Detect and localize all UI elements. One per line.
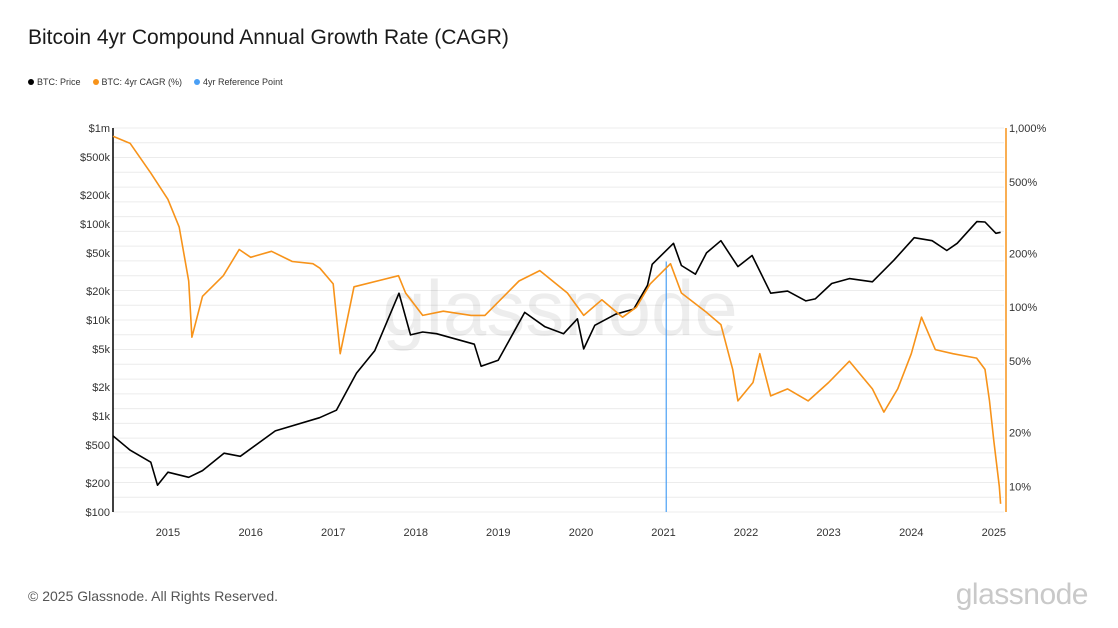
y-left-tick-label: $20k bbox=[86, 286, 110, 298]
x-tick-label: 2018 bbox=[403, 527, 427, 539]
x-tick-label: 2023 bbox=[816, 527, 840, 539]
legend-item-price[interactable]: BTC: Price bbox=[28, 77, 81, 87]
legend-item-cagr[interactable]: BTC: 4yr CAGR (%) bbox=[92, 77, 183, 87]
y-right-tick-label: 50% bbox=[1009, 356, 1031, 368]
watermark-logo: glassnode bbox=[382, 264, 738, 352]
y-right-tick-label: 100% bbox=[1009, 302, 1037, 314]
y-left-tick-label: $200 bbox=[86, 478, 110, 490]
chart-title: Bitcoin 4yr Compound Annual Growth Rate … bbox=[28, 26, 509, 49]
y-right-tick-label: 1,000% bbox=[1009, 123, 1047, 135]
x-tick-label: 2020 bbox=[569, 527, 593, 539]
legend: BTC: Price BTC: 4yr CAGR (%) 4yr Referen… bbox=[28, 77, 283, 87]
x-tick-label: 2019 bbox=[486, 527, 510, 539]
x-tick-label: 2022 bbox=[734, 527, 758, 539]
legend-dot-price bbox=[28, 79, 34, 85]
y-left-tick-label: $500k bbox=[80, 152, 110, 164]
x-tick-label: 2015 bbox=[156, 527, 180, 539]
x-tick-label: 2024 bbox=[899, 527, 923, 539]
x-tick-label: 2021 bbox=[651, 527, 675, 539]
legend-item-reference[interactable]: 4yr Reference Point bbox=[194, 77, 283, 87]
y-left-tick-label: $1m bbox=[89, 123, 110, 135]
legend-dot-cagr bbox=[92, 79, 99, 85]
x-tick-label: 2017 bbox=[321, 527, 345, 539]
price-series-line bbox=[112, 220, 1001, 486]
copyright-footer: © 2025 Glassnode. All Rights Reserved. bbox=[28, 588, 279, 604]
y-left-tick-label: $200k bbox=[80, 190, 110, 202]
glassnode-logo: glassnode bbox=[955, 578, 1089, 611]
x-tick-label: 2016 bbox=[238, 527, 262, 539]
y-left-tick-label: $2k bbox=[92, 382, 110, 394]
y-left-tick-label: $1k bbox=[92, 411, 110, 423]
cagr-series-line bbox=[112, 135, 1002, 504]
legend-label-price: BTC: Price bbox=[37, 77, 81, 87]
y-right-tick-label: 500% bbox=[1009, 177, 1037, 189]
y-right-tick-label: 200% bbox=[1009, 248, 1037, 260]
y-left-tick-label: $100k bbox=[80, 219, 110, 231]
y-left-tick-label: $10k bbox=[86, 315, 110, 327]
legend-dot-reference bbox=[194, 79, 201, 85]
y-right-tick-label: 20% bbox=[1009, 427, 1031, 439]
y-left-tick-label: $100 bbox=[86, 507, 110, 519]
legend-label-cagr: BTC: 4yr CAGR (%) bbox=[101, 77, 183, 87]
y-right-tick-label: 10% bbox=[1009, 481, 1031, 493]
legend-label-reference: 4yr Reference Point bbox=[203, 77, 283, 87]
y-left-tick-label: $500 bbox=[86, 440, 110, 452]
y-left-tick-label: $5k bbox=[92, 344, 110, 356]
x-tick-label: 2025 bbox=[982, 527, 1006, 539]
y-left-tick-label: $50k bbox=[86, 248, 110, 260]
